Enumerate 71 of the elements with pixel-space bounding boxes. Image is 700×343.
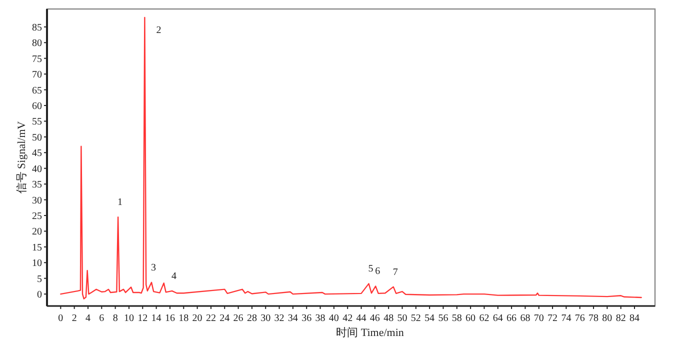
y-tick-label: 40	[32, 164, 42, 175]
y-tick-label: 35	[32, 180, 42, 191]
x-tick-label: 30	[260, 313, 271, 324]
y-tick-label: 80	[32, 38, 42, 50]
x-tick-label: 80	[602, 313, 612, 324]
x-tick-label: 34	[288, 313, 298, 324]
x-tick-label: 22	[206, 313, 216, 324]
x-tick-label: 32	[274, 313, 284, 324]
x-tick-label: 52	[410, 313, 421, 324]
x-tick-label: 48	[384, 313, 394, 324]
annotation: 3	[151, 262, 156, 274]
x-tick-label: 2	[72, 313, 77, 324]
x-tick-label: 56	[438, 313, 448, 324]
x-tick-label: 12	[138, 313, 148, 324]
y-tick-label: 10	[32, 258, 42, 270]
x-tick-label: 66	[506, 313, 517, 324]
x-tick-label: 82	[616, 313, 626, 324]
x-tick-label: 40	[328, 313, 339, 324]
x-tick-label: 28	[246, 313, 257, 324]
x-tick-label: 46	[370, 313, 380, 324]
line-series	[60, 16, 642, 300]
y-tick-label: 0	[37, 290, 42, 301]
annotation: 1	[118, 197, 123, 208]
x-tick-label: 72	[548, 313, 558, 324]
x-tick-label: 76	[574, 313, 585, 324]
x-tick-label: 74	[561, 313, 572, 324]
x-tick-label: 70	[534, 313, 544, 324]
x-tick-label: 54	[424, 313, 435, 324]
x-tick-label: 16	[164, 313, 175, 324]
y-tick-label: 50	[32, 132, 42, 144]
x-tick-label: 50	[397, 313, 408, 324]
x-tick-label: 78	[588, 313, 599, 324]
y-tick-label: 65	[32, 85, 42, 96]
x-tick-label: 24	[220, 313, 230, 324]
annotation: 5	[368, 264, 374, 275]
y-tick-label: 45	[32, 148, 42, 160]
annotation: 2	[156, 25, 162, 36]
y-tick-label: 60	[32, 100, 42, 112]
y-tick-label: 15	[32, 242, 42, 254]
x-tick-label: 64	[492, 313, 503, 324]
annotation: 6	[375, 266, 380, 278]
x-axis-title: 时间 Time/min	[336, 326, 404, 339]
y-tick-label: 75	[32, 54, 42, 65]
x-tick-label: 10	[124, 313, 134, 324]
x-tick-label: 38	[315, 313, 326, 324]
x-tick-label: 68	[520, 313, 530, 324]
y-tick-label: 70	[32, 70, 42, 81]
x-tick-label: 14	[151, 313, 162, 324]
y-tick-label: 25	[32, 210, 42, 222]
x-tick-label: 58	[452, 313, 462, 324]
x-tick-label: 26	[233, 313, 244, 324]
x-tick-label: 84	[630, 313, 640, 324]
x-tick-label: 6	[99, 313, 104, 324]
y-tick-label: 85	[32, 22, 42, 34]
x-tick-label: 42	[342, 313, 353, 324]
x-tick-label: 8	[112, 313, 118, 324]
y-tick-label: 20	[32, 226, 42, 238]
x-tick-label: 4	[85, 313, 90, 324]
x-tick-label: 44	[356, 313, 366, 324]
annotation: 7	[392, 266, 398, 278]
x-tick-label: 20	[192, 313, 202, 324]
y-tick-label: 55	[32, 116, 42, 128]
annotation: 4	[172, 270, 177, 282]
y-tick-label: 5	[37, 274, 42, 285]
x-tick-label: 0	[58, 313, 64, 324]
x-tick-label: 36	[302, 313, 312, 324]
x-tick-label: 18	[178, 313, 189, 324]
y-axis-title: 信号 Signal/mV	[16, 121, 28, 194]
x-tick-label: 60	[466, 313, 476, 324]
y-tick-label: 30	[32, 195, 42, 206]
x-tick-label: 62	[479, 313, 490, 324]
